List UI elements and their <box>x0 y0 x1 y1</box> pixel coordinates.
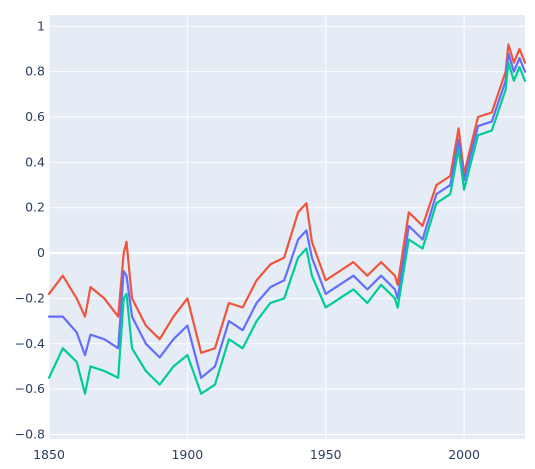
x-tick-label: 1900 <box>171 447 203 462</box>
plot-area <box>49 15 525 439</box>
y-tick-label: 0 <box>37 245 45 260</box>
y-tick-label: −0.2 <box>15 290 45 305</box>
y-tick-label: 0.6 <box>25 109 45 124</box>
y-tick-label: 0.8 <box>25 64 45 79</box>
series-line-2 <box>47 52 527 379</box>
y-tick-label: 0.2 <box>25 200 45 215</box>
y-tick-label: −0.4 <box>15 336 45 351</box>
y-tick-label: −0.6 <box>15 381 45 396</box>
series-line-3 <box>47 61 527 395</box>
x-tick-label: 2000 <box>448 447 480 462</box>
series-lines <box>47 43 527 395</box>
y-axis-tick-labels: 1 0.8 0.6 0.4 0.2 0 −0.2 −0.4 −0.6 −0.8 <box>15 18 45 441</box>
y-tick-label: 0.4 <box>25 154 45 169</box>
x-axis-tick-labels: 1850 1900 1950 2000 <box>33 447 480 462</box>
y-tick-label: −0.8 <box>15 426 45 441</box>
x-tick-label: 1850 <box>33 447 65 462</box>
y-tick-label: 1 <box>37 18 45 33</box>
x-tick-label: 1950 <box>310 447 342 462</box>
